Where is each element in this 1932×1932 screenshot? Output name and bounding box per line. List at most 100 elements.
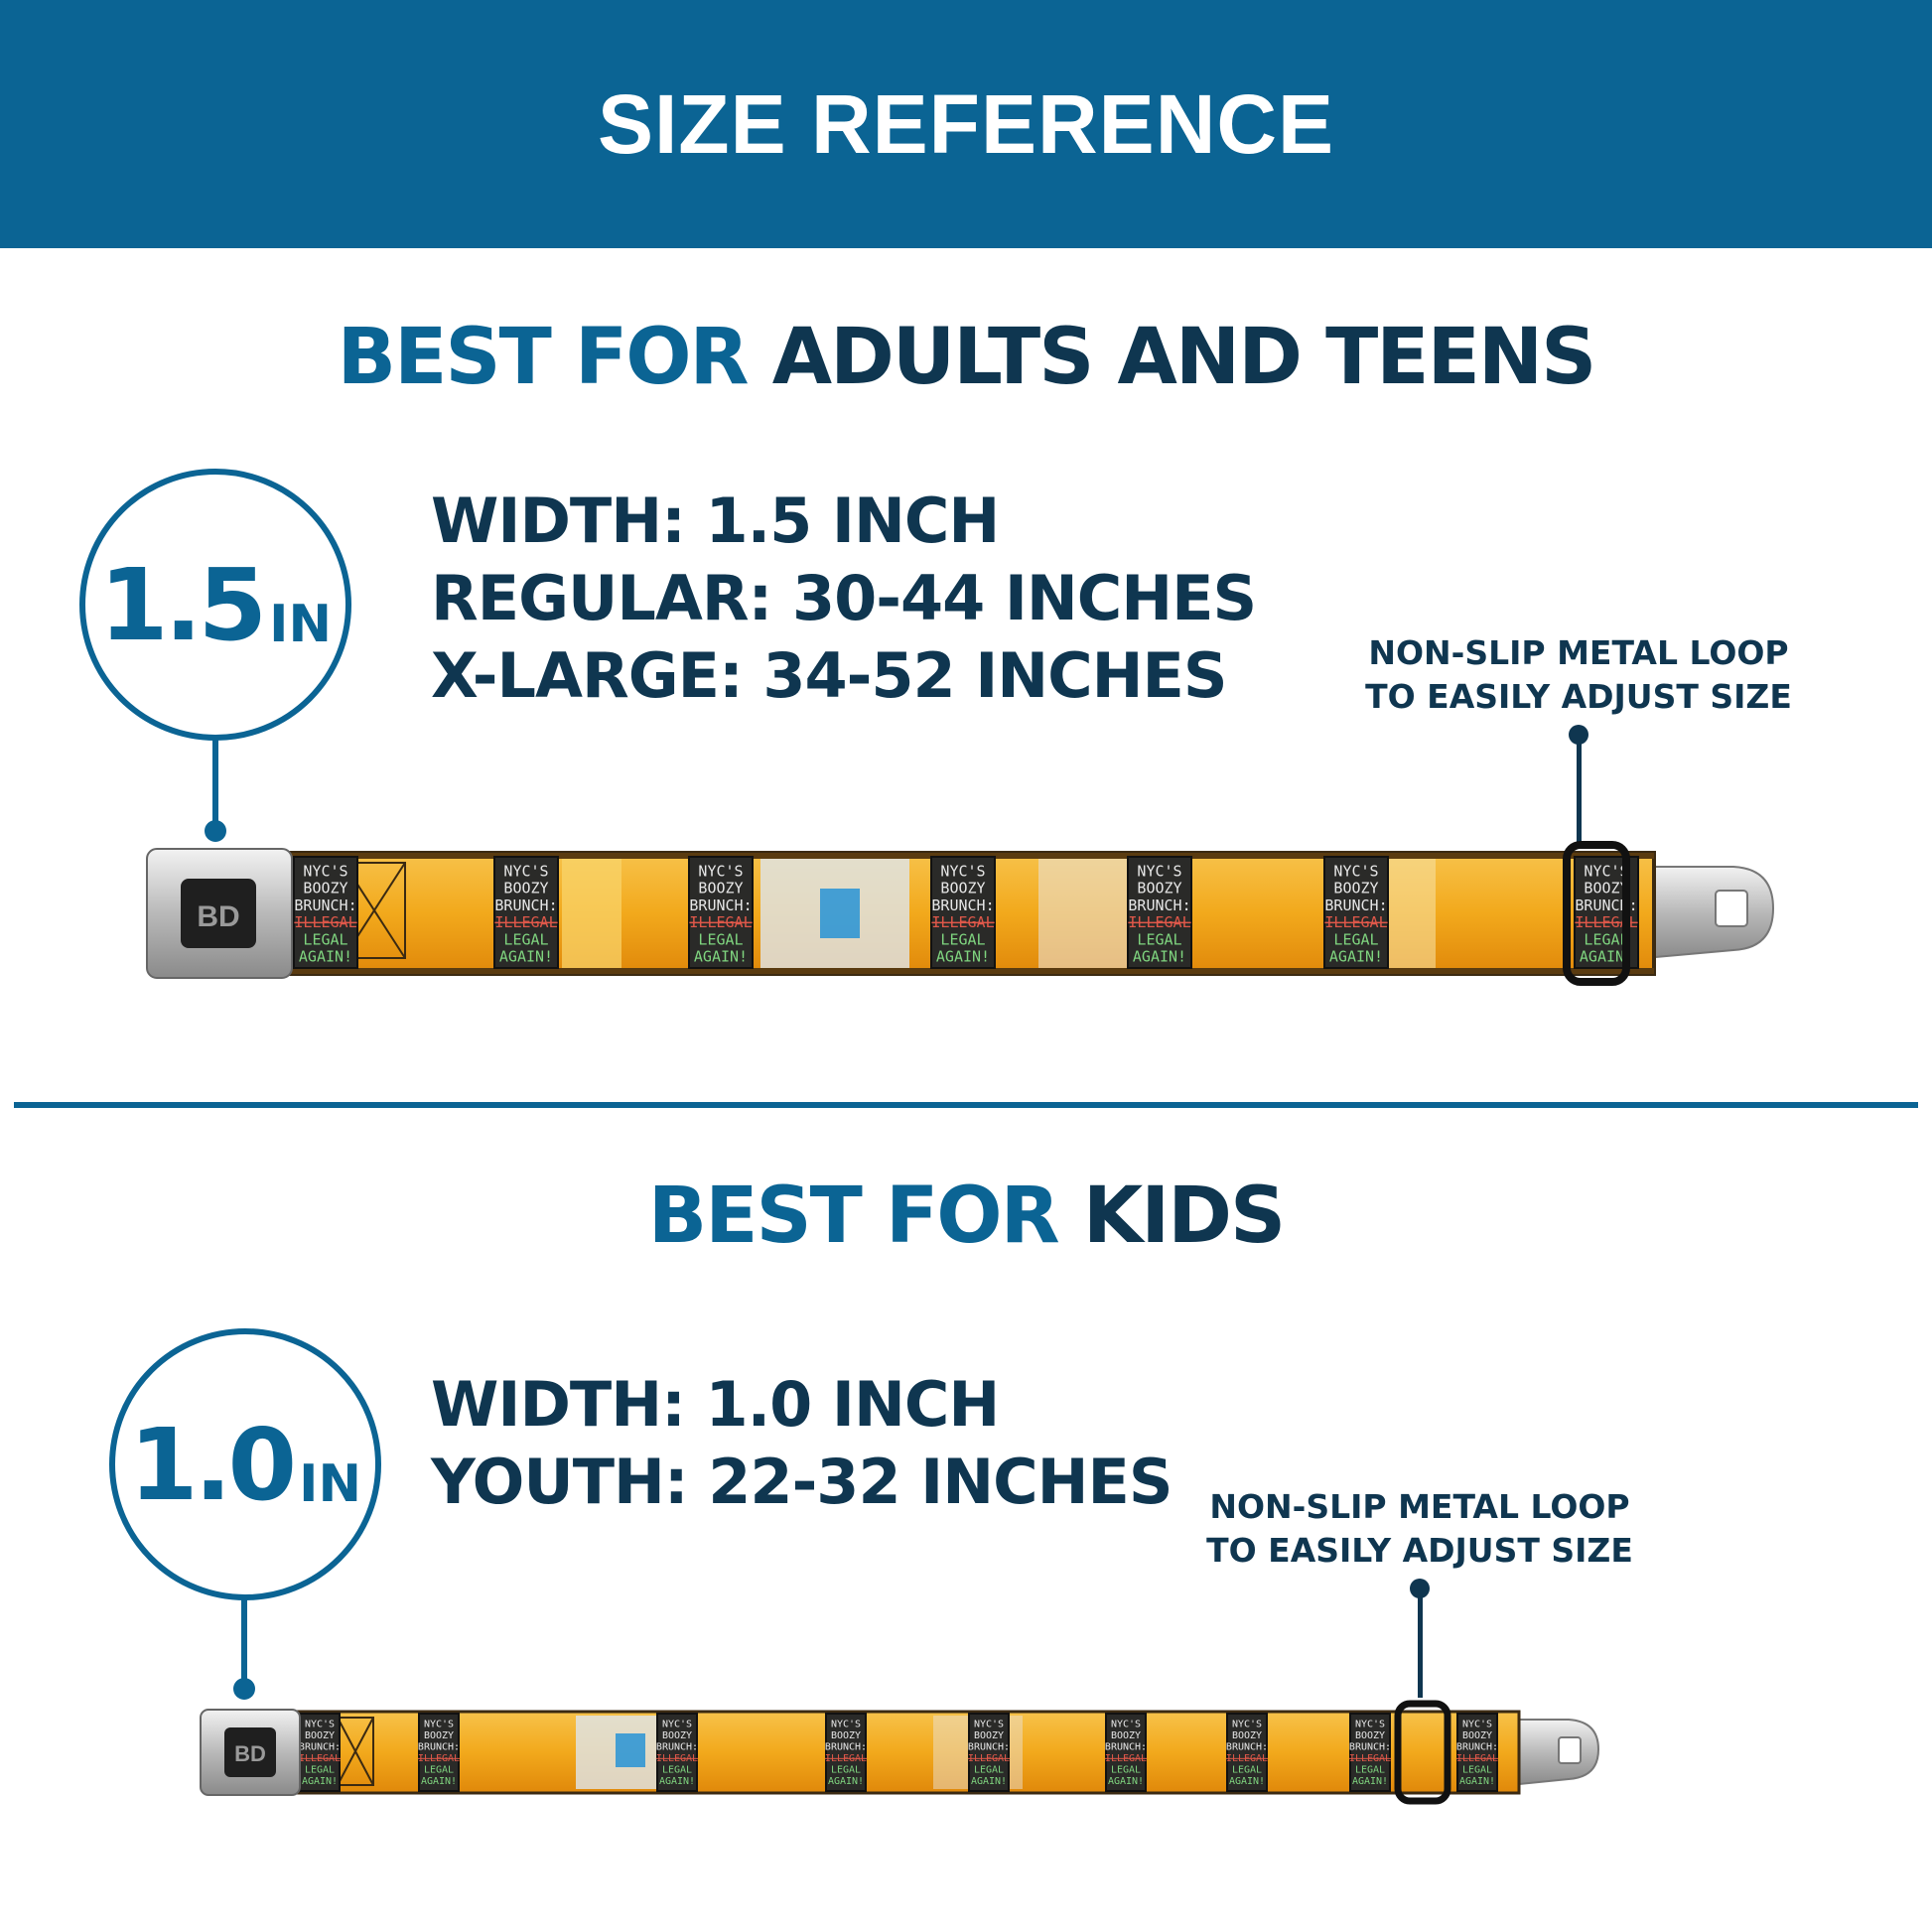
svg-text:BRUNCH:: BRUNCH: — [1128, 897, 1190, 914]
badge-connector — [241, 1598, 247, 1690]
svg-text:BRUNCH:: BRUNCH: — [689, 897, 752, 914]
svg-text:AGAIN!: AGAIN! — [828, 1776, 864, 1787]
kids-heading-highlight: BEST FOR — [647, 1172, 1060, 1261]
svg-text:NYC'S: NYC'S — [503, 862, 548, 880]
svg-text:BOOZY: BOOZY — [1584, 880, 1628, 897]
svg-text:LEGAL: LEGAL — [1137, 930, 1181, 948]
svg-text:BOOZY: BOOZY — [1111, 1730, 1141, 1741]
svg-text:ILLEGAL: ILLEGAL — [294, 913, 356, 931]
svg-text:AGAIN!: AGAIN! — [499, 948, 553, 966]
note-line-2: TO EASILY ADJUST SIZE — [1365, 677, 1792, 716]
svg-text:ILLEGAL: ILLEGAL — [825, 1753, 867, 1764]
svg-text:AGAIN!: AGAIN! — [421, 1776, 457, 1787]
metal-loop — [1394, 1700, 1451, 1805]
svg-text:AGAIN!: AGAIN! — [302, 1776, 338, 1787]
svg-text:LEGAL: LEGAL — [1462, 1765, 1492, 1776]
page-title: SIZE REFERENCE — [597, 76, 1335, 171]
svg-text:ILLEGAL: ILLEGAL — [656, 1753, 698, 1764]
buckle-logo: BD — [234, 1741, 266, 1766]
spec-xlarge: X-LARGE: 34-52 INCHES — [431, 639, 1228, 712]
svg-text:NYC'S: NYC'S — [698, 862, 743, 880]
svg-text:BOOZY: BOOZY — [1355, 1730, 1385, 1741]
note-line-2: TO EASILY ADJUST SIZE — [1206, 1531, 1633, 1570]
svg-text:NYC'S: NYC'S — [1333, 862, 1378, 880]
svg-text:BRUNCH:: BRUNCH: — [418, 1742, 460, 1753]
adult-specs: WIDTH: 1.5 INCH REGULAR: 30-44 INCHES X-… — [431, 483, 1257, 715]
svg-text:BRUNCH:: BRUNCH: — [656, 1742, 698, 1753]
svg-text:BOOZY: BOOZY — [1333, 880, 1378, 897]
badge-value: 1.0 — [128, 1406, 297, 1523]
svg-text:BOOZY: BOOZY — [503, 880, 548, 897]
svg-text:BRUNCH:: BRUNCH: — [299, 1742, 341, 1753]
svg-text:NYC'S: NYC'S — [662, 1720, 692, 1730]
svg-text:LEGAL: LEGAL — [305, 1765, 335, 1776]
spec-regular: REGULAR: 30-44 INCHES — [431, 562, 1257, 634]
svg-text:AGAIN!: AGAIN! — [1352, 1776, 1388, 1787]
svg-text:ILLEGAL: ILLEGAL — [494, 913, 557, 931]
svg-text:ILLEGAL: ILLEGAL — [931, 913, 994, 931]
svg-text:ILLEGAL: ILLEGAL — [1575, 913, 1637, 931]
metal-tongue — [1508, 1719, 1600, 1787]
connector-dot — [233, 1678, 255, 1700]
loop-pin-line — [1577, 735, 1582, 844]
svg-text:BOOZY: BOOZY — [1462, 1730, 1492, 1741]
svg-text:NYC'S: NYC'S — [831, 1720, 861, 1730]
svg-text:BRUNCH:: BRUNCH: — [1324, 897, 1387, 914]
loop-pin-line — [1418, 1588, 1423, 1698]
svg-text:AGAIN!: AGAIN! — [299, 948, 352, 966]
svg-text:LEGAL: LEGAL — [1355, 1765, 1385, 1776]
note-line-1: NON-SLIP METAL LOOP — [1209, 1487, 1630, 1526]
svg-text:BRUNCH:: BRUNCH: — [1349, 1742, 1391, 1753]
section-divider — [14, 1102, 1918, 1108]
svg-text:NYC'S: NYC'S — [940, 862, 985, 880]
svg-text:LEGAL: LEGAL — [1584, 930, 1628, 948]
svg-text:AGAIN!: AGAIN! — [971, 1776, 1007, 1787]
metal-loop — [1563, 841, 1630, 986]
svg-text:AGAIN!: AGAIN! — [1580, 948, 1633, 966]
svg-text:ILLEGAL: ILLEGAL — [1324, 913, 1387, 931]
svg-text:BOOZY: BOOZY — [303, 880, 347, 897]
svg-text:LEGAL: LEGAL — [974, 1765, 1004, 1776]
kids-heading: BEST FOR KIDS — [0, 1172, 1932, 1261]
kid-specs: WIDTH: 1.0 INCH YOUTH: 22-32 INCHES — [431, 1366, 1173, 1521]
buckle-logo-plate — [224, 1727, 276, 1777]
spec-width: WIDTH: 1.5 INCH — [431, 484, 1000, 557]
adult-loop-note: NON-SLIP METAL LOOP TO EASILY ADJUST SIZ… — [1360, 631, 1797, 719]
svg-text:NYC'S: NYC'S — [974, 1720, 1004, 1730]
svg-text:ILLEGAL: ILLEGAL — [1105, 1753, 1147, 1764]
adults-heading-highlight: BEST FOR — [337, 313, 750, 402]
width-badge-kid: 1.0 IN — [109, 1328, 381, 1600]
svg-text:BRUNCH:: BRUNCH: — [1456, 1742, 1498, 1753]
svg-text:BOOZY: BOOZY — [974, 1730, 1004, 1741]
svg-text:LEGAL: LEGAL — [1111, 1765, 1141, 1776]
svg-text:LEGAL: LEGAL — [940, 930, 985, 948]
svg-text:ILLEGAL: ILLEGAL — [968, 1753, 1010, 1764]
svg-text:NYC'S: NYC'S — [305, 1720, 335, 1730]
svg-text:LEGAL: LEGAL — [831, 1765, 861, 1776]
buckle-logo-plate — [181, 879, 256, 948]
svg-text:AGAIN!: AGAIN! — [1108, 1776, 1144, 1787]
svg-text:LEGAL: LEGAL — [1232, 1765, 1262, 1776]
width-badge-adult: 1.5 IN — [79, 469, 351, 741]
svg-text:LEGAL: LEGAL — [503, 930, 548, 948]
svg-text:BOOZY: BOOZY — [940, 880, 985, 897]
badge-unit: IN — [299, 1454, 362, 1514]
badge-value: 1.5 — [98, 546, 267, 663]
svg-text:ILLEGAL: ILLEGAL — [1226, 1753, 1268, 1764]
svg-text:BOOZY: BOOZY — [831, 1730, 861, 1741]
connector-dot — [205, 820, 226, 842]
note-line-1: NON-SLIP METAL LOOP — [1368, 633, 1789, 672]
svg-text:ILLEGAL: ILLEGAL — [1128, 913, 1190, 931]
svg-text:LEGAL: LEGAL — [1333, 930, 1378, 948]
